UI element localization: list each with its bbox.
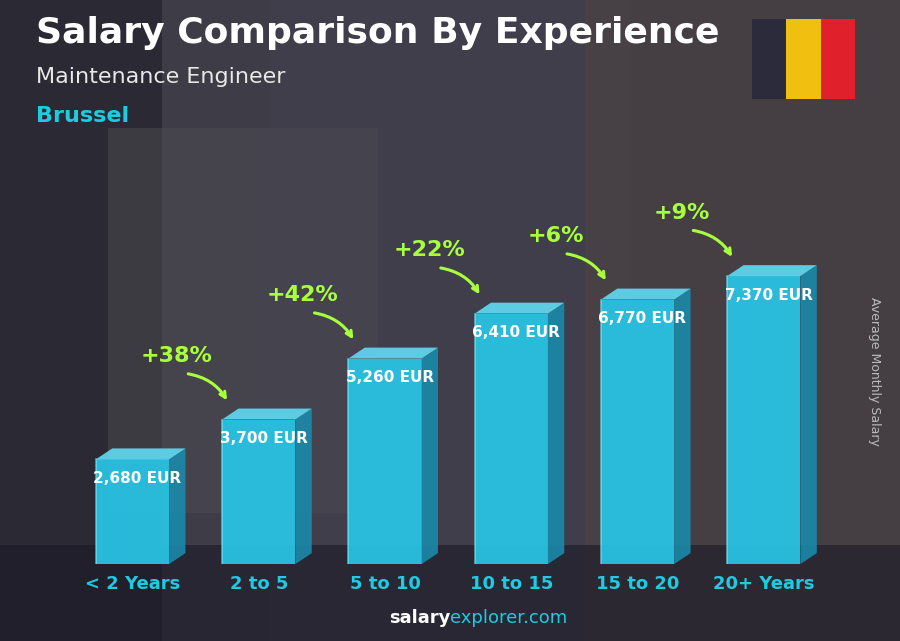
Polygon shape (474, 313, 548, 564)
Text: +9%: +9% (653, 203, 710, 223)
Text: +22%: +22% (393, 240, 465, 260)
Bar (786, 19, 821, 99)
Text: 7,370 EUR: 7,370 EUR (724, 288, 813, 303)
Polygon shape (601, 288, 690, 299)
Polygon shape (222, 419, 295, 564)
Text: +38%: +38% (140, 346, 212, 366)
Polygon shape (674, 288, 690, 564)
Polygon shape (348, 358, 421, 564)
Polygon shape (474, 303, 564, 313)
Bar (585, 0, 900, 641)
Polygon shape (222, 408, 311, 419)
Polygon shape (295, 408, 311, 564)
Polygon shape (95, 460, 169, 564)
Bar (270, 0, 630, 641)
Text: Average Monthly Salary: Average Monthly Salary (868, 297, 881, 446)
Text: +6%: +6% (527, 226, 584, 246)
Bar (752, 19, 786, 99)
Polygon shape (800, 265, 817, 564)
Bar (821, 19, 855, 99)
Text: 3,700 EUR: 3,700 EUR (220, 431, 308, 446)
Bar (0, 0, 162, 641)
Bar (108, 128, 378, 513)
Polygon shape (601, 299, 674, 564)
Text: 2,680 EUR: 2,680 EUR (94, 471, 182, 486)
Text: 6,410 EUR: 6,410 EUR (472, 325, 560, 340)
Polygon shape (348, 347, 438, 358)
Polygon shape (727, 276, 800, 564)
Polygon shape (95, 449, 185, 460)
Text: 6,770 EUR: 6,770 EUR (598, 311, 687, 326)
Polygon shape (169, 449, 185, 564)
Polygon shape (421, 347, 438, 564)
Bar (0, 545, 900, 641)
Text: Maintenance Engineer: Maintenance Engineer (36, 67, 285, 87)
Text: 5,260 EUR: 5,260 EUR (346, 370, 434, 385)
Polygon shape (727, 265, 817, 276)
Text: explorer.com: explorer.com (450, 609, 567, 627)
Polygon shape (548, 303, 564, 564)
Text: Salary Comparison By Experience: Salary Comparison By Experience (36, 16, 719, 50)
Text: salary: salary (389, 609, 450, 627)
Text: Brussel: Brussel (36, 106, 129, 126)
Text: +42%: +42% (267, 285, 338, 305)
